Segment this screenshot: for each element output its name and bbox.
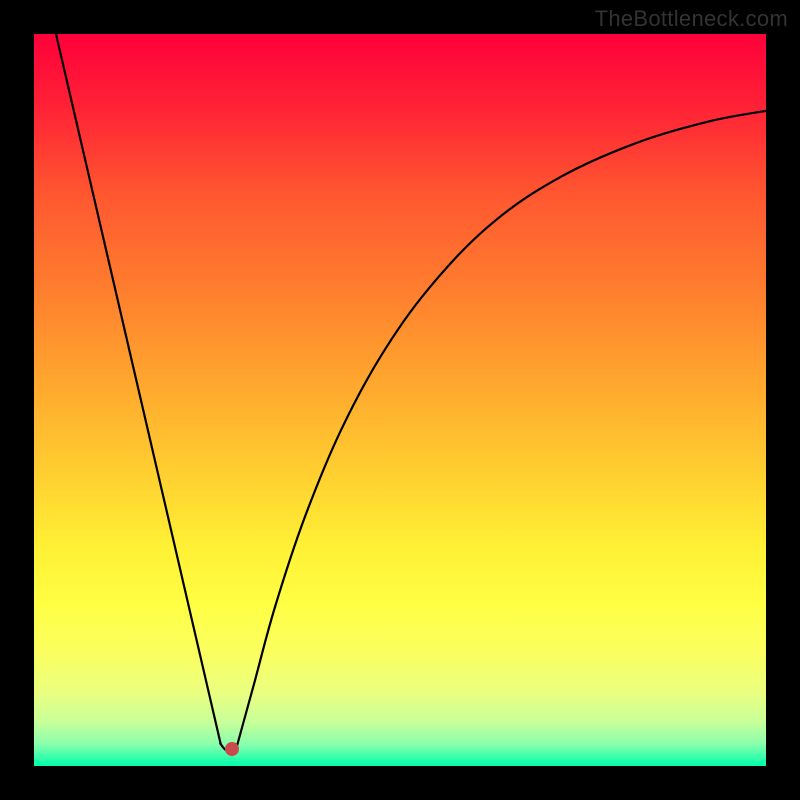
- optimal-point-marker: [225, 742, 239, 756]
- plot-area: [34, 34, 766, 766]
- watermark-text: TheBottleneck.com: [595, 6, 788, 32]
- gradient-background: [34, 34, 766, 766]
